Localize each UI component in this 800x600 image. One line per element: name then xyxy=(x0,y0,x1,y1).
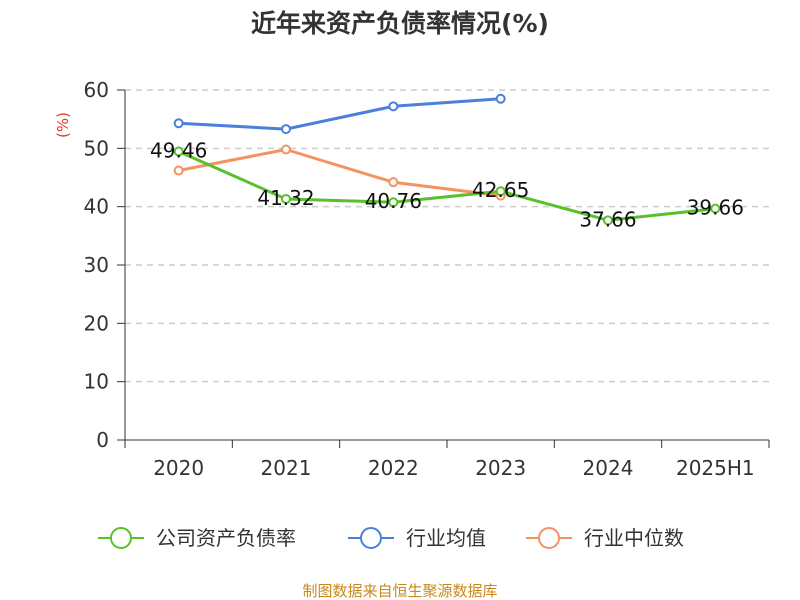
y-tick-labels: 0 10 20 30 40 50 60 xyxy=(84,78,109,452)
data-label-2020: 49.46 xyxy=(150,138,207,162)
data-label-2024: 37.66 xyxy=(579,207,636,231)
y-tick-label-40: 40 xyxy=(84,195,109,219)
series-line-1 xyxy=(178,97,501,131)
series-1-point-2020 xyxy=(173,118,184,129)
y-tick-label-60: 60 xyxy=(84,78,109,102)
y-axis-unit: (%) xyxy=(54,112,72,138)
data-label-2023: 42.65 xyxy=(472,178,529,202)
legend-marker-1 xyxy=(360,527,382,549)
legend-marker-0 xyxy=(110,527,132,549)
chart-title: 近年来资产负债率情况(%) xyxy=(251,9,549,38)
series-0-point-2023 xyxy=(495,186,506,197)
y-tick-label-20: 20 xyxy=(84,311,109,335)
x-tick-label-2024: 2024 xyxy=(583,456,634,480)
legend-label-0: 公司资产负债率 xyxy=(156,526,296,550)
y-tick-label-0: 0 xyxy=(96,428,109,452)
legend-label-1: 行业均值 xyxy=(406,526,486,550)
x-tick-label-2022: 2022 xyxy=(368,456,419,480)
axes xyxy=(117,89,770,448)
series-1-point-2021 xyxy=(281,124,291,135)
legend-label-2: 行业中位数 xyxy=(584,526,684,550)
x-tick-label-2025H1: 2025H1 xyxy=(676,456,755,480)
x-tick-labels: 2020 2021 2022 2023 2024 2025H1 xyxy=(153,456,754,480)
series-1-point-2022 xyxy=(388,101,399,112)
series-2-point-2021 xyxy=(281,144,291,155)
data-labels: 49.46 41.32 40.76 42.65 37.66 39.66 xyxy=(150,138,744,231)
legend-marker-2 xyxy=(538,527,560,549)
series-line-2 xyxy=(178,148,501,198)
series-0-point-2024 xyxy=(603,215,613,226)
series-0-point-2025H1 xyxy=(710,203,721,214)
x-tick-label-2021: 2021 xyxy=(261,456,312,480)
x-tick-label-2020: 2020 xyxy=(153,456,204,480)
x-tick-label-2023: 2023 xyxy=(475,456,526,480)
series-0-point-2021 xyxy=(281,193,291,204)
series-lines xyxy=(178,97,716,222)
data-label-2025H1: 39.66 xyxy=(687,196,744,220)
series-0-point-2020 xyxy=(173,146,184,157)
series-1-point-2023 xyxy=(495,93,506,104)
series-2-point-2022 xyxy=(388,177,399,188)
series-line-0 xyxy=(178,150,716,222)
source-note: 制图数据来自恒生聚源数据库 xyxy=(302,582,497,600)
y-tick-label-30: 30 xyxy=(84,253,109,277)
y-tick-label-50: 50 xyxy=(84,136,109,160)
series-2-point-2020 xyxy=(173,165,184,176)
series-0-point-2022 xyxy=(388,197,399,208)
series-points xyxy=(173,93,721,226)
grid-lines xyxy=(125,89,769,383)
data-label-2021: 41.32 xyxy=(257,186,314,210)
data-label-2022: 40.76 xyxy=(365,189,422,213)
y-tick-label-10: 10 xyxy=(84,370,109,394)
legend: 公司资产负债率 行业均值 行业中位数 xyxy=(98,526,684,550)
